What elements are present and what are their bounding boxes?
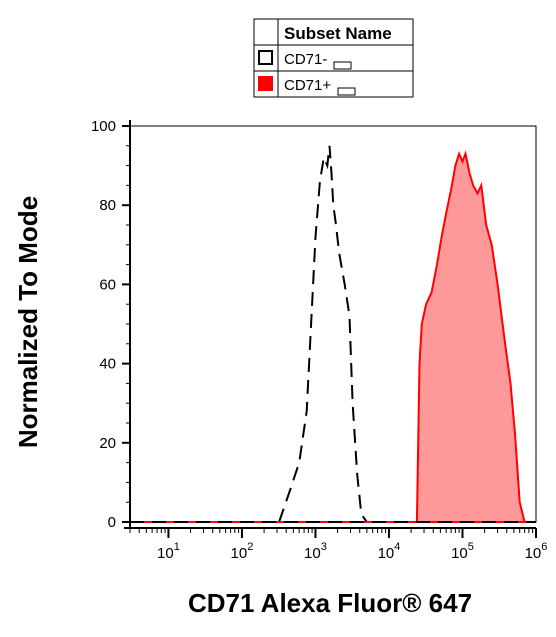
y-tick-label: 80 bbox=[99, 197, 116, 214]
x-tick-label: 102 bbox=[231, 541, 254, 562]
legend-swatch-cd71-neg bbox=[258, 50, 273, 65]
series-cd71-neg-line bbox=[278, 145, 368, 523]
legend-header: Subset Name bbox=[284, 24, 392, 43]
x-tick-label: 103 bbox=[304, 541, 327, 562]
legend-label-placeholder bbox=[333, 61, 352, 70]
x-tick-label: 106 bbox=[525, 541, 548, 562]
series-cd71-pos-fill bbox=[416, 153, 525, 522]
legend-label-cd71-neg: CD71- bbox=[284, 51, 327, 68]
y-tick-label: 0 bbox=[108, 514, 116, 531]
x-tick-label: 105 bbox=[451, 541, 474, 562]
legend-swatch-cd71-pos bbox=[258, 76, 273, 91]
legend-label-placeholder bbox=[337, 87, 356, 96]
x-tick-label: 104 bbox=[378, 541, 401, 562]
series-cd71-pos-line bbox=[415, 150, 526, 523]
y-tick-label: 20 bbox=[99, 435, 116, 452]
y-tick-label: 40 bbox=[99, 356, 116, 373]
y-tick-label: 60 bbox=[99, 276, 116, 293]
legend: Subset Name CD71- CD71+ bbox=[253, 18, 414, 98]
legend-frame bbox=[253, 18, 414, 98]
x-axis-label: CD71 Alexa Fluor® 647 bbox=[188, 588, 472, 618]
x-tick-label: 101 bbox=[157, 541, 180, 562]
y-axis-label: Normalized To Mode bbox=[13, 196, 43, 448]
plot-area: 0 20 40 60 80 100 101 102 103 104 105 106 bbox=[91, 118, 547, 562]
legend-label-cd71-pos: CD71+ bbox=[284, 77, 331, 94]
y-tick-label: 100 bbox=[91, 118, 116, 135]
